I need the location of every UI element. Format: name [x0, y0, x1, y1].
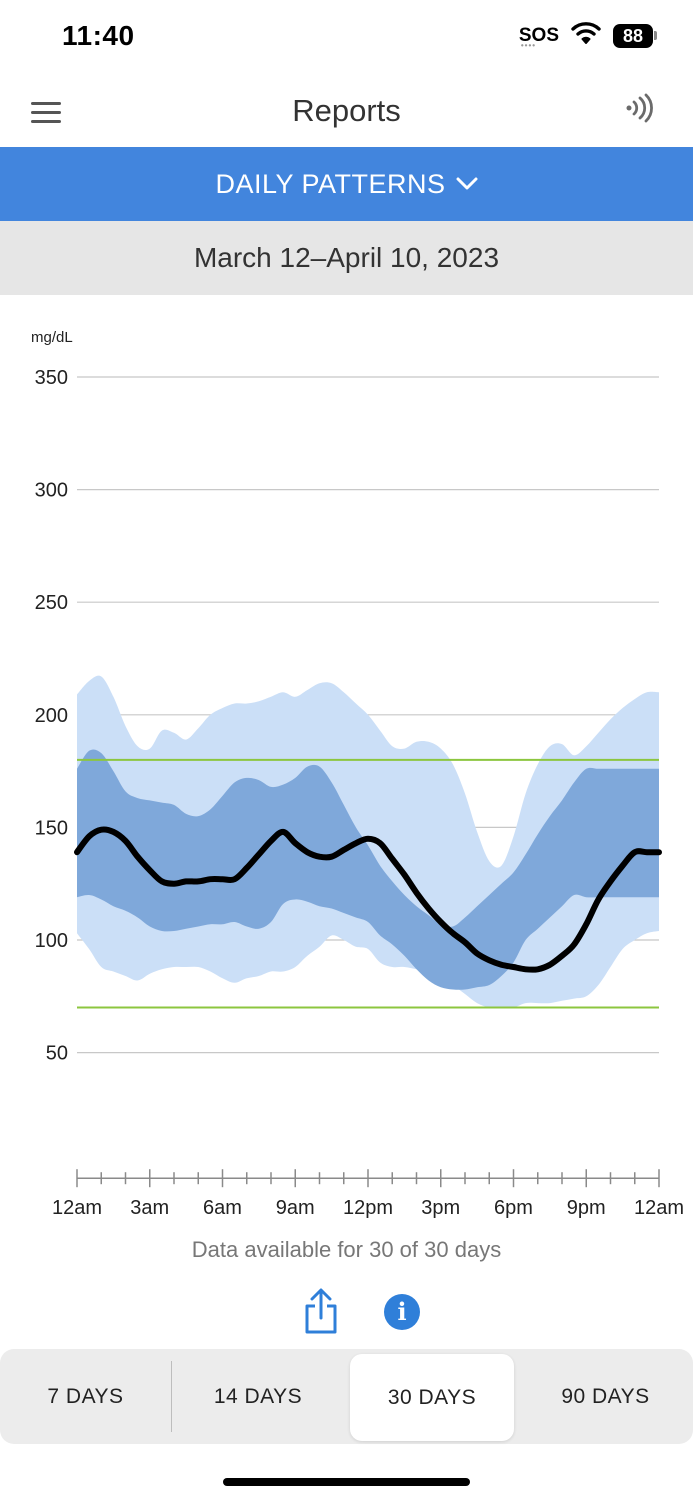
band-25-75-percentile	[77, 749, 659, 990]
info-icon[interactable]: i	[384, 1294, 420, 1330]
battery-level: 88	[613, 23, 653, 48]
chevron-down-icon	[456, 177, 478, 190]
y-tick-label: 350	[35, 367, 68, 389]
page-title: Reports	[292, 93, 401, 128]
home-indicator	[223, 1478, 470, 1486]
status-time: 11:40	[62, 20, 135, 51]
tab-14-days[interactable]: 14 DAYS	[213, 1384, 303, 1408]
status-icons: SOS 88	[519, 22, 657, 50]
x-tick-label: 12am	[52, 1197, 102, 1219]
daily-patterns-chart: mg/dL 350 300 250 200 150 100 50 12am 3am 6am 9am 12…	[0, 295, 693, 1225]
date-range: March 12–April 10, 2023	[0, 221, 693, 295]
tab-7-days[interactable]: 7 DAYS	[47, 1384, 124, 1408]
report-type-label: DAILY PATTERNS	[215, 168, 446, 199]
x-tick-label: 12pm	[343, 1197, 393, 1219]
data-available-text: Data available for 30 of 30 days	[191, 1237, 502, 1262]
x-tick-label: 9am	[276, 1197, 315, 1219]
y-tick-label: 150	[35, 817, 68, 839]
tab-90-days[interactable]: 90 DAYS	[561, 1384, 650, 1408]
chart-svg: mg/dL 350 300 250 200 150 100 50 12am 3am 6am 9am 12…	[31, 329, 684, 1219]
tab-30-days[interactable]: 30 DAYS	[350, 1354, 514, 1441]
y-axis-label: mg/dL	[31, 329, 73, 346]
y-tick-label: 300	[35, 480, 68, 502]
x-tick-label: 6am	[203, 1197, 242, 1219]
nav-bar: Reports	[0, 75, 693, 147]
median-line	[74, 826, 662, 973]
wifi-icon	[571, 22, 601, 49]
share-icon[interactable]	[302, 1288, 340, 1341]
y-tick-label: 100	[35, 930, 68, 952]
hamburger-menu-icon[interactable]	[31, 102, 61, 126]
range-selector: 7 DAYS 14 DAYS 30 DAYS 90 DAYS	[0, 1349, 693, 1444]
y-tick-label: 50	[46, 1043, 68, 1065]
battery-icon: 88	[613, 23, 657, 48]
x-tick-label: 12am	[634, 1197, 684, 1219]
report-type-dropdown[interactable]: DAILY PATTERNS	[0, 147, 693, 221]
status-bar: 11:40 SOS 88	[0, 0, 693, 75]
x-tick-label: 3pm	[421, 1197, 460, 1219]
x-tick-label: 6pm	[494, 1197, 533, 1219]
y-tick-label: 200	[35, 705, 68, 727]
sensor-scan-icon[interactable]	[625, 93, 655, 128]
x-tick-label: 3am	[130, 1197, 169, 1219]
sos-indicator: SOS	[519, 25, 559, 50]
x-tick-label: 9pm	[567, 1197, 606, 1219]
y-tick-label: 250	[35, 592, 68, 614]
